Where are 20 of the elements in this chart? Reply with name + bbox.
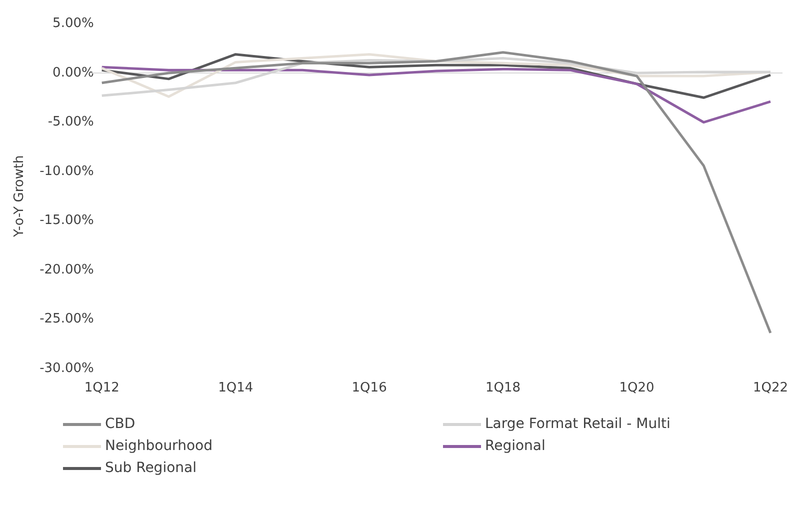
y-tick-label: -20.00% bbox=[40, 262, 94, 278]
x-tick-label: 1Q18 bbox=[486, 380, 521, 396]
x-tick-label: 1Q12 bbox=[84, 380, 120, 396]
y-tick-label: -15.00% bbox=[40, 213, 94, 228]
legend-label: Sub Regional bbox=[105, 460, 196, 476]
y-axis-title: Y-o-Y Growth bbox=[12, 155, 28, 238]
y-tick-label: -30.00% bbox=[40, 360, 94, 376]
x-tick-label: 1Q20 bbox=[619, 380, 654, 396]
y-tick-label: -25.00% bbox=[40, 312, 94, 327]
x-tick-label: 1Q22 bbox=[752, 380, 788, 396]
legend-label: Neighbourhood bbox=[105, 438, 212, 454]
x-tick-label: 1Q16 bbox=[352, 380, 387, 396]
y-tick-label: 5.00% bbox=[52, 16, 94, 32]
y-tick-label: -5.00% bbox=[48, 114, 94, 130]
legend-label: Regional bbox=[485, 438, 546, 454]
legend-label: Large Format Retail - Multi bbox=[485, 416, 670, 432]
y-tick-label: -10.00% bbox=[40, 164, 94, 179]
x-tick-label: 1Q14 bbox=[218, 380, 254, 396]
y-tick-label: 0.00% bbox=[52, 65, 94, 80]
legend-label: CBD bbox=[105, 416, 136, 432]
